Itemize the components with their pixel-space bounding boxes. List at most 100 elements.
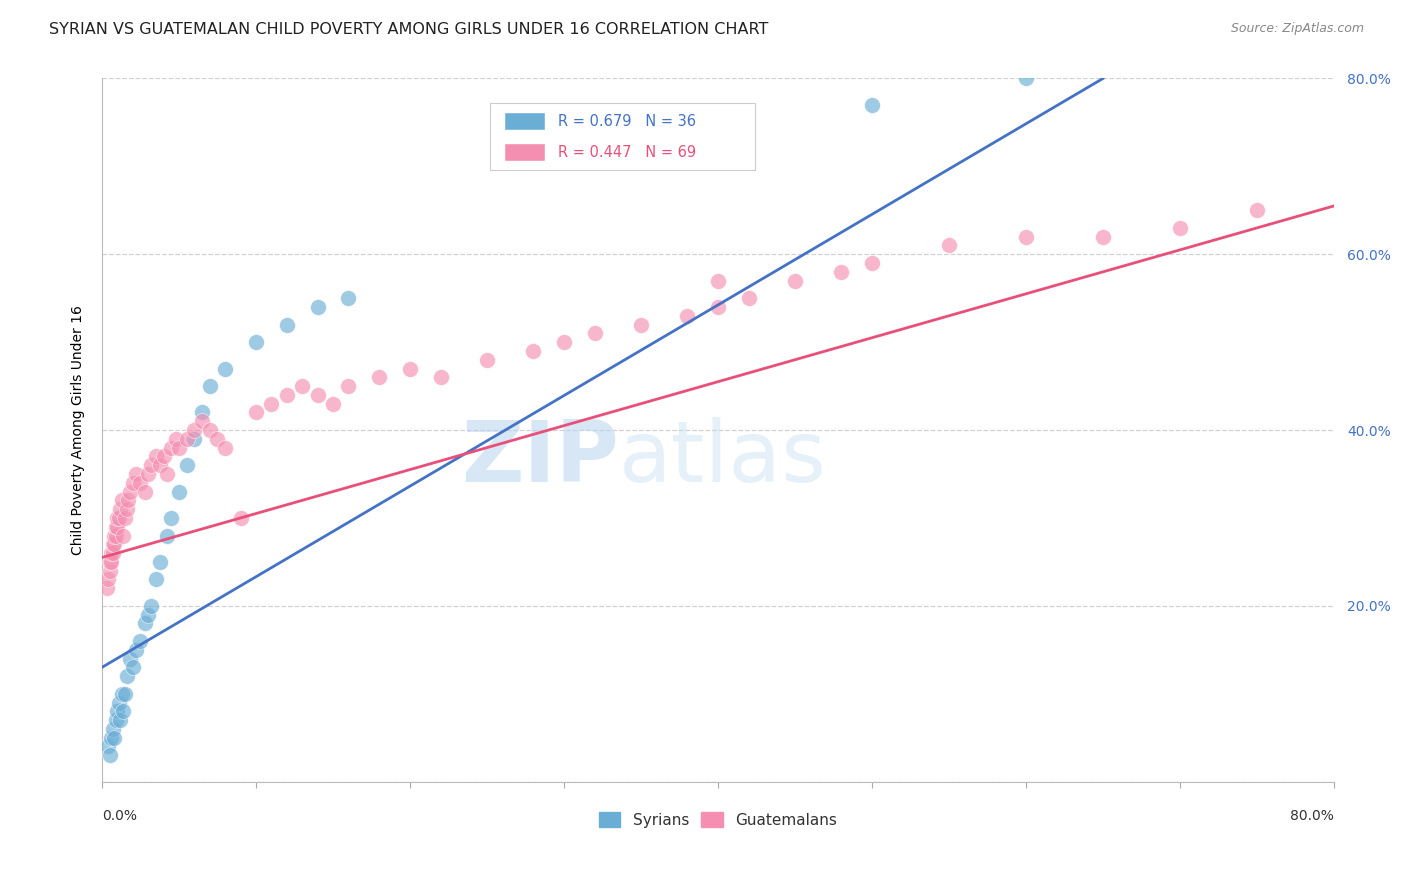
Point xyxy=(183,423,205,437)
Point xyxy=(125,467,148,481)
Point xyxy=(783,274,806,288)
Text: 80.0%: 80.0% xyxy=(1291,809,1334,823)
Point xyxy=(160,511,183,525)
Point xyxy=(118,484,141,499)
Point xyxy=(110,502,132,516)
Point xyxy=(115,502,138,516)
Point xyxy=(115,669,138,683)
Point xyxy=(938,238,960,252)
Point xyxy=(104,713,127,727)
Point xyxy=(176,458,198,473)
Point xyxy=(111,493,134,508)
Point xyxy=(399,361,422,376)
Point xyxy=(165,432,187,446)
FancyBboxPatch shape xyxy=(491,103,755,169)
Point xyxy=(111,687,134,701)
Text: ZIP: ZIP xyxy=(461,417,620,500)
Point xyxy=(676,309,699,323)
Point xyxy=(553,335,575,350)
Point xyxy=(145,573,167,587)
Point xyxy=(98,555,121,569)
Point xyxy=(104,520,127,534)
Point xyxy=(155,528,177,542)
Point xyxy=(134,484,156,499)
Point xyxy=(105,704,128,718)
Point xyxy=(96,582,118,596)
Point xyxy=(475,352,498,367)
Point xyxy=(198,423,221,437)
Point xyxy=(103,528,125,542)
Bar xyxy=(505,144,546,161)
Point xyxy=(337,291,360,305)
Point xyxy=(114,687,136,701)
Point xyxy=(322,397,344,411)
Point xyxy=(100,731,122,745)
Point xyxy=(276,388,298,402)
Text: Source: ZipAtlas.com: Source: ZipAtlas.com xyxy=(1230,22,1364,36)
Point xyxy=(141,458,163,473)
Point xyxy=(860,98,883,112)
Point xyxy=(114,511,136,525)
Point xyxy=(98,748,121,763)
Text: 0.0%: 0.0% xyxy=(101,809,136,823)
Point xyxy=(183,432,205,446)
Point xyxy=(276,318,298,332)
Point xyxy=(112,528,135,542)
Point xyxy=(176,432,198,446)
Point xyxy=(141,599,163,613)
Point xyxy=(229,511,252,525)
Point xyxy=(260,397,283,411)
Point xyxy=(522,343,544,358)
Text: R = 0.679   N = 36: R = 0.679 N = 36 xyxy=(558,114,696,128)
Point xyxy=(118,651,141,665)
Point xyxy=(214,441,236,455)
Point xyxy=(101,537,124,551)
Point xyxy=(1091,229,1114,244)
Point xyxy=(121,475,143,490)
Point xyxy=(245,335,267,350)
Point xyxy=(98,564,121,578)
Point xyxy=(167,484,190,499)
Point xyxy=(191,405,214,419)
Point xyxy=(707,300,730,314)
Point xyxy=(207,432,229,446)
Point xyxy=(160,441,183,455)
Point xyxy=(101,722,124,736)
Point xyxy=(97,739,120,754)
Point xyxy=(149,555,172,569)
Point xyxy=(307,388,329,402)
Point xyxy=(117,493,139,508)
Text: atlas: atlas xyxy=(620,417,827,500)
Point xyxy=(738,291,761,305)
Point xyxy=(129,634,152,648)
Point xyxy=(100,555,122,569)
Point xyxy=(198,379,221,393)
Point xyxy=(291,379,314,393)
Point xyxy=(145,450,167,464)
Point xyxy=(110,713,132,727)
Point xyxy=(129,475,152,490)
Point xyxy=(155,467,177,481)
Text: R = 0.447   N = 69: R = 0.447 N = 69 xyxy=(558,145,696,160)
Point xyxy=(136,607,159,622)
Point xyxy=(104,528,127,542)
Point xyxy=(191,414,214,428)
Point xyxy=(101,546,124,560)
Point xyxy=(337,379,360,393)
Point xyxy=(112,704,135,718)
Point xyxy=(100,546,122,560)
Point xyxy=(103,537,125,551)
Point xyxy=(134,616,156,631)
Point xyxy=(149,458,172,473)
Point xyxy=(136,467,159,481)
Point xyxy=(121,660,143,674)
Point xyxy=(429,370,451,384)
Point xyxy=(105,511,128,525)
Point xyxy=(108,696,131,710)
Point xyxy=(830,265,852,279)
Point xyxy=(245,405,267,419)
Point xyxy=(103,731,125,745)
Point xyxy=(368,370,391,384)
Point xyxy=(630,318,652,332)
Point xyxy=(167,441,190,455)
